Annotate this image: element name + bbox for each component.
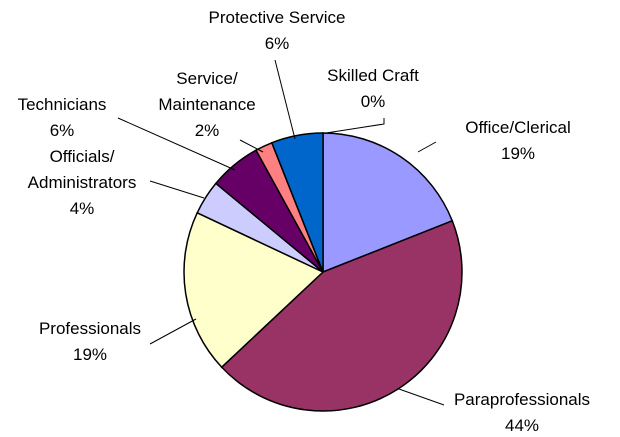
leader-line-3 [149, 318, 197, 345]
leader-line-1 [417, 141, 437, 153]
slice-name-label-5: Technicians [18, 95, 107, 114]
pie-slice-7 [270, 132, 324, 273]
slice-name-label-1: Office/Clerical [465, 118, 571, 137]
slice-percent-label-6: 2% [195, 121, 220, 140]
slice-name-label-2: Paraprofessionals [454, 390, 590, 409]
leader-line-7 [274, 59, 296, 140]
slice-name-label-8: Skilled Craft [327, 66, 419, 85]
slice-name-label-3: Professionals [39, 319, 141, 338]
slice-percent-label-8: 0% [361, 92, 386, 111]
leader-line-8 [325, 118, 385, 134]
pie-slice-2 [220, 219, 463, 412]
pie-slice-3 [183, 211, 325, 369]
slice-percent-label-2: 44% [505, 416, 539, 435]
leader-line-6 [239, 139, 264, 153]
slice-percent-label-4: 4% [70, 199, 95, 218]
leader-line-5 [117, 117, 236, 171]
slice-name-label-6: Maintenance [158, 95, 255, 114]
slice-percent-label-5: 6% [50, 121, 75, 140]
pie-slice-1 [322, 132, 454, 274]
slice-name-label-7: Protective Service [209, 8, 346, 27]
leader-line-2 [398, 388, 445, 406]
slice-percent-label-1: 19% [501, 144, 535, 163]
slice-percent-label-7: 6% [265, 34, 290, 53]
slice-name-label-6: Service/ [176, 69, 238, 88]
slice-name-label-4: Officials/ [50, 147, 115, 166]
slice-percent-label-3: 19% [73, 345, 107, 364]
leader-line-4 [149, 180, 205, 199]
slice-name-label-4: Administrators [28, 173, 137, 192]
